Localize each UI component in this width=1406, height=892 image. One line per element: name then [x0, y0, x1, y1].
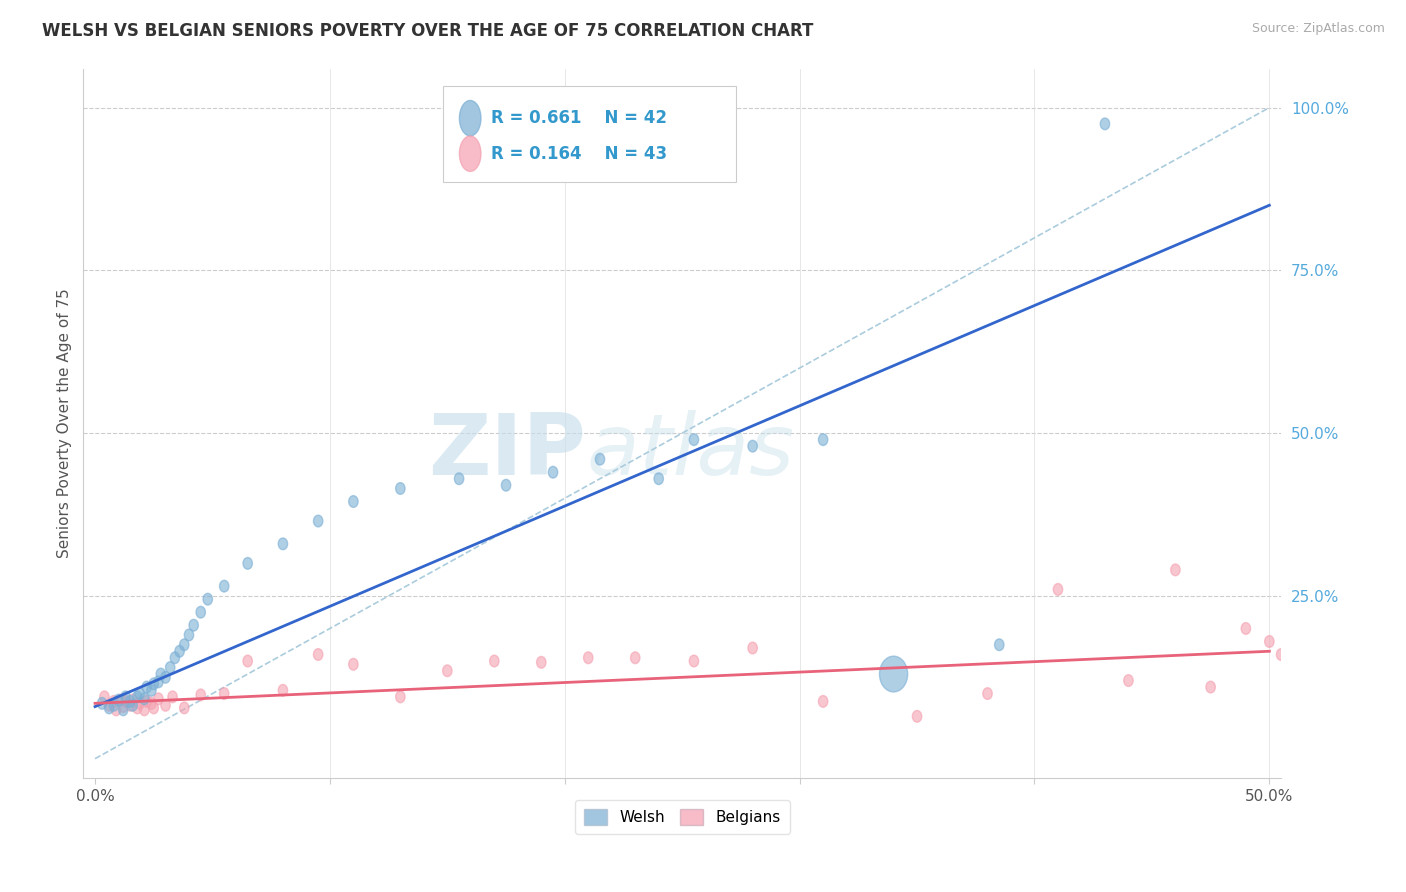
Ellipse shape	[110, 696, 118, 707]
Ellipse shape	[748, 642, 758, 654]
Ellipse shape	[460, 101, 481, 136]
Ellipse shape	[1053, 583, 1063, 595]
Ellipse shape	[118, 701, 128, 713]
Ellipse shape	[219, 581, 229, 592]
Ellipse shape	[202, 593, 212, 605]
Ellipse shape	[748, 441, 758, 452]
Ellipse shape	[689, 655, 699, 667]
Ellipse shape	[243, 558, 253, 569]
Ellipse shape	[443, 665, 451, 677]
Ellipse shape	[537, 657, 546, 668]
Ellipse shape	[166, 662, 174, 673]
Ellipse shape	[174, 646, 184, 657]
Ellipse shape	[100, 691, 110, 703]
Ellipse shape	[153, 693, 163, 705]
Ellipse shape	[349, 658, 359, 670]
Ellipse shape	[1101, 118, 1109, 129]
Ellipse shape	[117, 694, 125, 706]
Text: ZIP: ZIP	[429, 410, 586, 493]
Ellipse shape	[278, 684, 288, 696]
Ellipse shape	[149, 678, 159, 690]
Ellipse shape	[314, 516, 323, 527]
Ellipse shape	[125, 696, 135, 707]
Ellipse shape	[110, 699, 118, 711]
Ellipse shape	[880, 657, 908, 692]
Ellipse shape	[111, 704, 121, 715]
Ellipse shape	[135, 688, 145, 699]
Ellipse shape	[548, 467, 558, 478]
Ellipse shape	[994, 639, 1004, 650]
Ellipse shape	[139, 693, 149, 705]
Text: R = 0.164    N = 43: R = 0.164 N = 43	[491, 145, 666, 162]
Ellipse shape	[97, 698, 107, 709]
Ellipse shape	[502, 479, 510, 491]
Ellipse shape	[595, 453, 605, 465]
Ellipse shape	[1171, 564, 1180, 575]
Ellipse shape	[146, 698, 156, 709]
Ellipse shape	[818, 434, 828, 445]
Ellipse shape	[160, 699, 170, 711]
Ellipse shape	[188, 619, 198, 631]
Legend: Welsh, Belgians: Welsh, Belgians	[575, 800, 790, 834]
Ellipse shape	[818, 696, 828, 707]
Ellipse shape	[170, 652, 180, 664]
Ellipse shape	[1206, 681, 1215, 693]
Text: WELSH VS BELGIAN SENIORS POVERTY OVER THE AGE OF 75 CORRELATION CHART: WELSH VS BELGIAN SENIORS POVERTY OVER TH…	[42, 22, 814, 40]
Ellipse shape	[630, 652, 640, 664]
Ellipse shape	[583, 652, 593, 664]
Ellipse shape	[153, 676, 163, 688]
Ellipse shape	[314, 648, 323, 660]
Text: R = 0.661    N = 42: R = 0.661 N = 42	[491, 109, 666, 128]
Ellipse shape	[121, 691, 131, 703]
Ellipse shape	[121, 696, 131, 707]
Ellipse shape	[983, 688, 993, 699]
Ellipse shape	[104, 702, 114, 714]
Ellipse shape	[104, 699, 114, 711]
Ellipse shape	[219, 688, 229, 699]
Ellipse shape	[489, 655, 499, 667]
Ellipse shape	[395, 483, 405, 494]
Ellipse shape	[114, 694, 124, 706]
Ellipse shape	[142, 696, 152, 707]
Ellipse shape	[149, 702, 159, 714]
Ellipse shape	[180, 639, 188, 650]
Text: atlas: atlas	[586, 410, 794, 493]
Ellipse shape	[195, 689, 205, 701]
Ellipse shape	[912, 711, 922, 723]
Ellipse shape	[160, 672, 170, 683]
Ellipse shape	[128, 699, 138, 711]
Ellipse shape	[139, 704, 149, 715]
Ellipse shape	[195, 607, 205, 618]
Ellipse shape	[460, 136, 481, 171]
Ellipse shape	[278, 538, 288, 549]
Ellipse shape	[132, 702, 142, 714]
Ellipse shape	[1277, 648, 1286, 660]
Ellipse shape	[156, 668, 166, 680]
Ellipse shape	[135, 698, 145, 709]
Ellipse shape	[118, 704, 128, 715]
Ellipse shape	[132, 691, 142, 703]
Ellipse shape	[146, 684, 156, 696]
Ellipse shape	[128, 694, 138, 706]
Ellipse shape	[1241, 623, 1250, 634]
FancyBboxPatch shape	[443, 87, 737, 182]
Y-axis label: Seniors Poverty Over the Age of 75: Seniors Poverty Over the Age of 75	[58, 288, 72, 558]
Ellipse shape	[142, 681, 152, 693]
Ellipse shape	[184, 629, 194, 640]
Ellipse shape	[1123, 674, 1133, 687]
Ellipse shape	[125, 699, 135, 711]
Ellipse shape	[180, 702, 188, 714]
Ellipse shape	[395, 691, 405, 703]
Ellipse shape	[167, 691, 177, 703]
Ellipse shape	[689, 434, 699, 445]
Ellipse shape	[654, 473, 664, 484]
Text: Source: ZipAtlas.com: Source: ZipAtlas.com	[1251, 22, 1385, 36]
Ellipse shape	[454, 473, 464, 484]
Ellipse shape	[349, 496, 359, 508]
Ellipse shape	[243, 655, 253, 667]
Ellipse shape	[1264, 636, 1274, 648]
